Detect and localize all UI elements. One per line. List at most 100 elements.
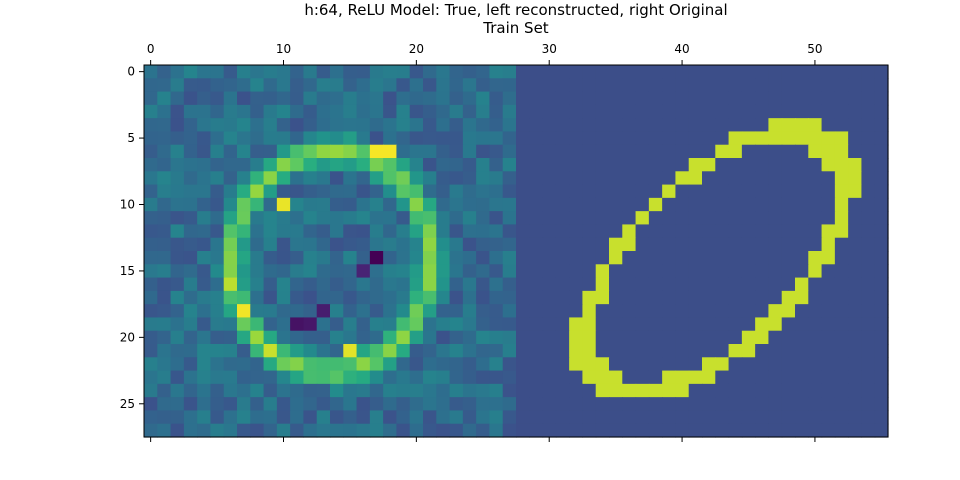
heatmap-cell [157, 397, 172, 412]
heatmap-cell [489, 357, 504, 372]
heatmap-cell [436, 224, 451, 239]
heatmap-cell [170, 65, 185, 79]
heatmap-cell [622, 357, 637, 372]
heatmap-cell [781, 224, 796, 239]
heatmap-cell [303, 184, 318, 199]
heatmap-cell [848, 131, 863, 146]
heatmap-cell [436, 330, 451, 345]
heatmap-cell [449, 224, 464, 239]
heatmap-cell [210, 264, 225, 279]
heatmap-cell [848, 330, 863, 345]
heatmap-cell [356, 304, 371, 319]
heatmap-cell [582, 118, 597, 133]
heatmap-cell [609, 290, 623, 305]
heatmap-cell [409, 91, 424, 106]
x-tick-label: 40 [674, 42, 689, 56]
heatmap-cell [874, 370, 889, 385]
heatmap-cell [595, 290, 610, 305]
heatmap-cell [462, 290, 477, 305]
heatmap-cell [582, 304, 597, 319]
heatmap-cell [276, 65, 291, 79]
heatmap-cell [795, 330, 809, 345]
heatmap-cell [662, 131, 677, 146]
heatmap-cell [808, 91, 823, 106]
heatmap-cell [648, 290, 663, 305]
heatmap-cell [369, 104, 384, 119]
heatmap-cell [343, 211, 358, 226]
heatmap-cell [861, 330, 876, 345]
heatmap-cell [516, 158, 530, 172]
heatmap-cell [622, 158, 637, 172]
heatmap-cell [795, 131, 809, 146]
heatmap-cell [715, 158, 730, 172]
heatmap-cell [436, 357, 451, 372]
heatmap-cell [675, 344, 690, 358]
heatmap-cell [808, 158, 823, 172]
heatmap-cell [688, 344, 703, 358]
heatmap-cell [383, 304, 398, 319]
heatmap-cell [197, 251, 212, 265]
heatmap-cell [741, 131, 756, 146]
heatmap-cell [223, 317, 238, 332]
heatmap-cell [290, 118, 305, 133]
heatmap-cell [861, 397, 876, 412]
heatmap-cell [263, 251, 278, 265]
heatmap-cell [250, 104, 265, 119]
heatmap-cell [529, 131, 544, 146]
heatmap-cell [489, 290, 504, 305]
heatmap-cell [702, 158, 716, 172]
heatmap-cell [343, 91, 358, 106]
heatmap-cell [170, 410, 185, 425]
heatmap-cell [383, 383, 398, 398]
heatmap-cell [728, 65, 743, 79]
heatmap-cell [795, 224, 809, 239]
heatmap-cell [795, 410, 809, 425]
heatmap-cell [316, 158, 331, 172]
heatmap-cell [263, 237, 278, 252]
heatmap-cell [144, 383, 158, 398]
heatmap-cell [502, 330, 517, 345]
heatmap-cell [476, 184, 491, 199]
heatmap-cell [834, 118, 849, 133]
heatmap-cell [808, 277, 823, 292]
heatmap-cell [210, 104, 225, 119]
heatmap-cell [555, 290, 570, 305]
heatmap-cell [330, 211, 344, 226]
heatmap-cell [250, 65, 265, 79]
heatmap-cell [290, 383, 305, 398]
heatmap-cell [237, 65, 251, 79]
heatmap-cell [622, 344, 637, 358]
heatmap-cell [821, 317, 836, 332]
heatmap-cell [821, 91, 836, 106]
heatmap-cell [569, 251, 584, 265]
heatmap-cell [861, 131, 876, 146]
heatmap-cell [702, 237, 716, 252]
heatmap-cell [675, 104, 690, 119]
heatmap-cell [489, 304, 504, 319]
heatmap-cell [197, 277, 212, 292]
heatmap-cell [144, 65, 158, 79]
heatmap-cell [542, 211, 557, 226]
heatmap-cell [476, 397, 491, 412]
heatmap-cell [303, 118, 318, 133]
heatmap-cell [303, 330, 318, 345]
heatmap-cell [848, 277, 863, 292]
heatmap-cell [688, 171, 703, 186]
heatmap-cell [210, 357, 225, 372]
heatmap-cell [555, 251, 570, 265]
heatmap-cell [157, 104, 172, 119]
heatmap-cell [582, 65, 597, 79]
heatmap-cell [330, 344, 344, 358]
heatmap-cell [223, 370, 238, 385]
heatmap-cell [821, 184, 836, 199]
heatmap-cell [250, 344, 265, 358]
heatmap-cell [502, 171, 517, 186]
heatmap-cell [476, 357, 491, 372]
heatmap-cell [356, 211, 371, 226]
heatmap-cell [276, 317, 291, 332]
heatmap-cell [542, 237, 557, 252]
heatmap-cell [609, 104, 623, 119]
heatmap-cell [157, 423, 172, 438]
heatmap-cell [170, 277, 185, 292]
heatmap-cell [648, 423, 663, 438]
